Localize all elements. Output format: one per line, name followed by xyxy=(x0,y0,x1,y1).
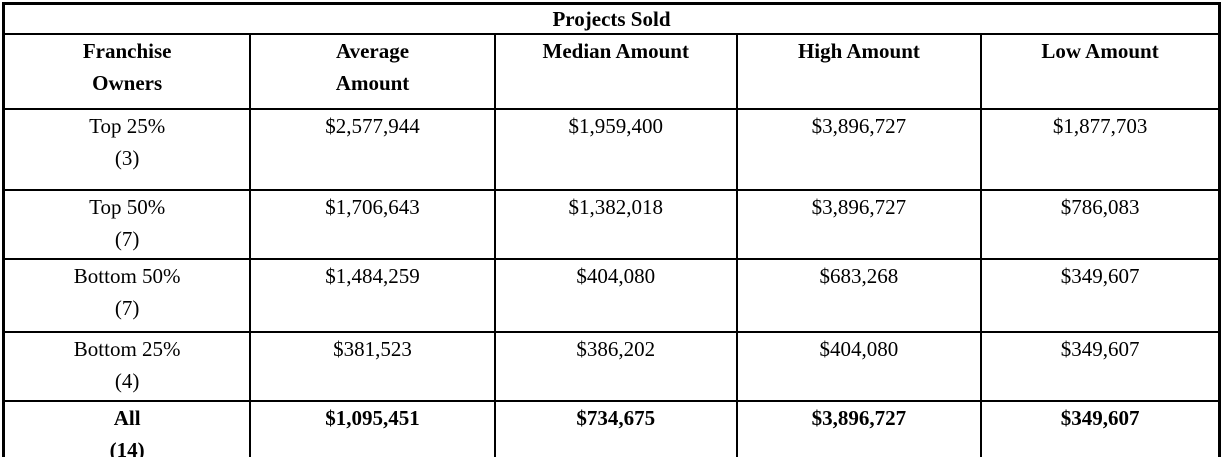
cell-owner: Top 50% (7) xyxy=(2,189,252,260)
cell-high: $3,896,727 xyxy=(735,108,983,192)
cell-high: $404,080 xyxy=(735,330,983,402)
col-header-average-amount: Average Amount xyxy=(249,33,496,111)
table-row-top-25: Top 25% (3) $2,577,944 $1,959,400 $3,896… xyxy=(2,108,1221,192)
cell-low: $786,083 xyxy=(980,189,1221,260)
cell-average: $1,484,259 xyxy=(249,257,496,333)
cell-low: $349,607 xyxy=(980,399,1221,457)
col-header-median-amount: Median Amount xyxy=(493,33,738,111)
cell-average: $381,523 xyxy=(249,330,496,402)
col-header-high-amount: High Amount xyxy=(735,33,983,111)
table-header-row: Franchise Owners Average Amount Median A… xyxy=(2,33,1221,111)
cell-low: $1,877,703 xyxy=(980,108,1221,192)
table-row-top-50: Top 50% (7) $1,706,643 $1,382,018 $3,896… xyxy=(2,189,1221,260)
cell-median: $386,202 xyxy=(493,330,738,402)
cell-median: $1,382,018 xyxy=(493,189,738,260)
cell-high: $3,896,727 xyxy=(735,399,983,457)
cell-owner: Bottom 25% (4) xyxy=(2,330,252,402)
cell-average: $1,095,451 xyxy=(249,399,496,457)
table-row-bottom-25: Bottom 25% (4) $381,523 $386,202 $404,08… xyxy=(2,330,1221,402)
table-row-all-total: All (14) $1,095,451 $734,675 $3,896,727 … xyxy=(2,399,1221,457)
cell-low: $349,607 xyxy=(980,330,1221,402)
col-header-low-amount: Low Amount xyxy=(980,33,1221,111)
cell-average: $2,577,944 xyxy=(249,108,496,192)
cell-owner: Bottom 50% (7) xyxy=(2,257,252,333)
cell-average: $1,706,643 xyxy=(249,189,496,260)
col-header-franchise-owners: Franchise Owners xyxy=(2,33,252,111)
cell-median: $1,959,400 xyxy=(493,108,738,192)
cell-low: $349,607 xyxy=(980,257,1221,333)
cell-owner: All (14) xyxy=(2,399,252,457)
table-title: Projects Sold xyxy=(2,2,1221,36)
cell-high: $3,896,727 xyxy=(735,189,983,260)
table-row-bottom-50: Bottom 50% (7) $1,484,259 $404,080 $683,… xyxy=(2,257,1221,333)
cell-median: $404,080 xyxy=(493,257,738,333)
table-title-row: Projects Sold xyxy=(2,2,1221,36)
cell-owner: Top 25% (3) xyxy=(2,108,252,192)
cell-median: $734,675 xyxy=(493,399,738,457)
cell-high: $683,268 xyxy=(735,257,983,333)
